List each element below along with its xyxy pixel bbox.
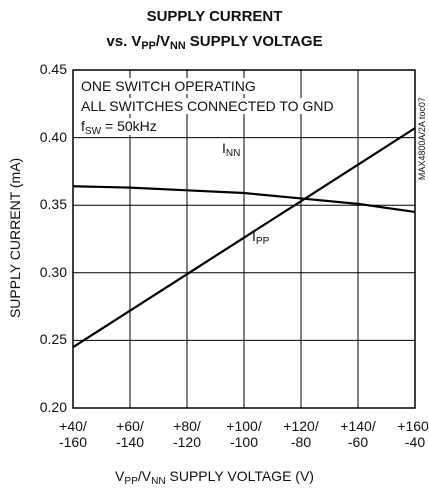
- series-label: IPP: [252, 228, 270, 248]
- y-axis-label: SUPPLY CURRENT (mA): [6, 157, 23, 319]
- annotation-part: = 50kHz: [101, 118, 157, 134]
- series-label: INN: [222, 140, 241, 160]
- x-axis-label-part: SUPPLY VOLTAGE (V): [165, 468, 314, 484]
- series-line: [72, 185, 416, 214]
- x-tick-label: +120/ -80: [283, 418, 319, 451]
- annotation-part: ALL SWITCHES CONNECTED TO GND: [81, 98, 334, 114]
- chart-subtitle-part: /V: [155, 33, 171, 50]
- y-tick-label: 0.45: [39, 61, 67, 77]
- chart-subtitle-part: vs. V: [106, 33, 142, 50]
- series-line: [72, 127, 416, 349]
- annotation-part: SW: [84, 126, 102, 138]
- y-tick-label: 0.35: [39, 196, 67, 213]
- annotation: ONE SWITCH OPERATING: [79, 78, 258, 95]
- series-label-part: NN: [225, 148, 241, 160]
- chart-subtitle-part: NN: [170, 40, 186, 53]
- y-tick-label: 0.20: [39, 399, 67, 415]
- x-axis-label-part: /V: [137, 468, 152, 484]
- x-tick-label: +140/ -60: [340, 418, 376, 451]
- x-axis-label-part: NN: [151, 476, 166, 488]
- x-axis-label: VPP/VNN SUPPLY VOLTAGE (V): [0, 468, 429, 488]
- y-tick-label: 0.25: [39, 331, 67, 348]
- chart-subtitle-part: SUPPLY VOLTAGE: [185, 33, 323, 50]
- plot-border: [72, 69, 416, 409]
- x-tick-label: +60/ -140: [115, 418, 145, 451]
- annotation-part: f: [81, 118, 85, 134]
- series-label-part: I: [222, 140, 226, 156]
- y-tick-label: 0.30: [39, 263, 67, 280]
- chart-title: SUPPLY CURRENT: [0, 8, 429, 25]
- series-label-part: I: [252, 228, 256, 244]
- annotation: ALL SWITCHES CONNECTED TO GND: [79, 98, 336, 115]
- x-tick-label: +160/ -40: [397, 418, 429, 451]
- x-tick-label: +100/ -100: [226, 418, 262, 451]
- chart-subtitle-part: PP: [141, 40, 156, 53]
- y-tick-label: 0.40: [39, 128, 67, 145]
- side-note: MAX4800A/2A toc07: [416, 97, 427, 181]
- annotation-part: ONE SWITCH OPERATING: [81, 78, 256, 94]
- annotation: fSW = 50kHz: [79, 118, 159, 138]
- x-tick-label: +80/ -120: [172, 418, 202, 451]
- x-tick-label: +40/ -160: [58, 418, 88, 451]
- series-label-part: PP: [255, 236, 270, 248]
- x-axis-label-part: PP: [124, 476, 138, 488]
- chart-subtitle: vs. VPP/VNN SUPPLY VOLTAGE: [0, 33, 429, 53]
- chart-title-part: SUPPLY CURRENT: [146, 8, 283, 25]
- x-axis-label-part: V: [115, 468, 125, 484]
